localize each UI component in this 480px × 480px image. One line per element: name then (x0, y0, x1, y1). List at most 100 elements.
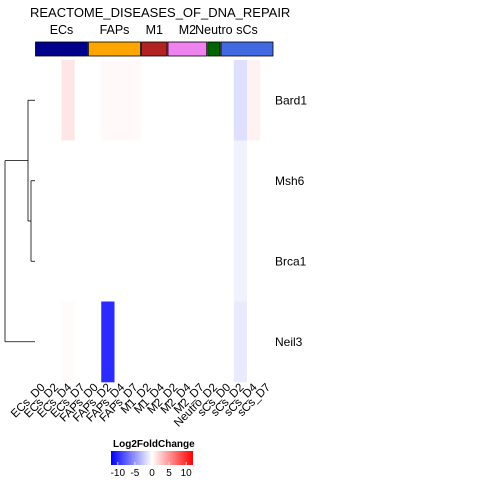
heatmap-cell (260, 221, 274, 302)
heatmap-cell (207, 60, 221, 141)
row-label: Msh6 (275, 174, 305, 188)
heatmap-cell (127, 140, 142, 222)
heatmap-cell (35, 221, 49, 302)
heatmap-cell (35, 301, 49, 383)
column-group-labels: ECs FAPs M1 M2 Neutro sCs (50, 23, 258, 37)
group-label: sCs (236, 23, 258, 37)
legend-tick-label: 0 (149, 468, 155, 479)
heatmap-cell (127, 60, 142, 141)
row-labels: Bard1 Msh6 Brca1 Neil3 (275, 93, 307, 349)
heatmap-cell (194, 60, 208, 141)
row-label: Neil3 (275, 335, 303, 349)
column-labels: ECs_D0ECs_D2ECs_D4ECs_D7FAPs_D0FAPs_D2FA… (9, 381, 273, 429)
row-label: Bard1 (275, 93, 307, 107)
legend-tick-label: -10 (111, 468, 126, 479)
heatmap-cell (101, 60, 115, 141)
group-label: ECs (50, 23, 74, 37)
heatmap-cell (167, 140, 182, 222)
heatmap-cell (154, 221, 168, 302)
heatmap-cell (48, 221, 62, 302)
heatmap-cell (233, 60, 248, 141)
heatmap-cell (260, 140, 274, 222)
group-bar (141, 41, 168, 57)
heatmap-cell (260, 301, 274, 383)
column-group-annotation-bar (35, 41, 274, 57)
heatmap-cell (207, 301, 221, 383)
heatmap-cell (154, 301, 168, 383)
heatmap-cell (220, 140, 235, 222)
heatmap-cell (101, 140, 115, 222)
legend-tick-label: 10 (181, 468, 193, 479)
heatmap-cell (127, 301, 142, 383)
legend-title: Log2FoldChange (113, 439, 195, 450)
heatmap-cell (194, 301, 208, 383)
heatmap-cell (114, 140, 129, 222)
heatmap-cell (61, 140, 76, 222)
heatmap-cell (207, 140, 221, 222)
heatmap-cell (247, 140, 261, 222)
heatmap-cell (180, 60, 195, 141)
heatmap-cell (154, 60, 168, 141)
heatmap-cell (167, 221, 182, 302)
group-bar (35, 41, 88, 57)
heatmap-cell (247, 221, 261, 302)
heatmap-cell (61, 301, 76, 383)
heatmap-cell (233, 301, 248, 383)
heatmap-cell (74, 60, 89, 141)
heatmap-cell (233, 140, 248, 222)
heatmap-cell (101, 221, 115, 302)
heatmap-cell (35, 60, 49, 141)
heatmap-cell (220, 301, 235, 383)
heatmap-cell (141, 140, 155, 222)
legend-tick-label: -5 (130, 468, 139, 479)
heatmap-cell (35, 140, 49, 222)
heatmap-cell (233, 221, 248, 302)
heatmap-cell (141, 301, 155, 383)
heatmap-cell (114, 221, 129, 302)
heatmap-cell (48, 60, 62, 141)
heatmap-cell (154, 140, 168, 222)
heatmap-cell (260, 60, 274, 141)
legend-gradient-bar (111, 451, 193, 465)
heatmap-cell (114, 301, 129, 383)
heatmap-cell (114, 60, 129, 141)
row-dendrogram (4, 99, 35, 343)
row-label: Brca1 (275, 254, 307, 268)
heatmap-cell (167, 60, 182, 141)
heatmap-cell (180, 301, 195, 383)
heatmap-cell (88, 301, 102, 383)
heatmap-cell (180, 221, 195, 302)
heatmap-cell (247, 60, 261, 141)
heatmap-cell (141, 221, 155, 302)
heatmap-cell (220, 60, 235, 141)
heatmap-cell (48, 140, 62, 222)
heatmap-cell (88, 60, 102, 141)
color-legend: Log2FoldChange -10 -5 0 5 10 (111, 439, 195, 479)
heatmap-cell (88, 140, 102, 222)
heatmap-cell (167, 301, 182, 383)
heatmap-cell (194, 140, 208, 222)
group-label: M2 (179, 23, 196, 37)
heatmap-cell (180, 140, 195, 222)
heatmap-cell (74, 301, 89, 383)
group-label: Neutro (195, 23, 233, 37)
heatmap-cells (35, 60, 274, 383)
group-label: M1 (146, 23, 163, 37)
group-bar (220, 41, 274, 57)
group-bar (167, 41, 208, 57)
heatmap-cell (48, 301, 62, 383)
heatmap-cell (247, 301, 261, 383)
group-label: FAPs (100, 23, 130, 37)
heatmap-cell (74, 221, 89, 302)
heatmap-cell (220, 221, 235, 302)
heatmap-cell (194, 221, 208, 302)
group-bar (88, 41, 141, 57)
heatmap-cell (74, 140, 89, 222)
legend-ticks: -10 -5 0 5 10 (111, 462, 193, 479)
heatmap-cell (127, 221, 142, 302)
heatmap-cell (61, 60, 76, 141)
chart-title: REACTOME_DISEASES_OF_DNA_REPAIR (30, 5, 290, 20)
heatmap-cell (88, 221, 102, 302)
heatmap-cell (101, 301, 115, 383)
